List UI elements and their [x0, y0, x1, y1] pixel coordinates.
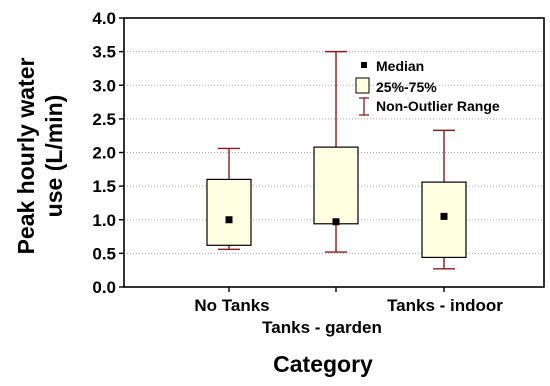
- category-label-tanks-garden: Tanks - garden: [262, 318, 382, 337]
- y-tick-label: 4.0: [92, 9, 116, 28]
- plot-area-frame: [123, 17, 545, 288]
- box-group: [421, 129, 467, 270]
- y-tick-label: 3.0: [92, 76, 116, 95]
- legend: Median 25%-75% Non-Outlier Range: [355, 58, 500, 116]
- y-tick-label: 2.0: [92, 144, 116, 163]
- y-tick-label: 0.0: [92, 278, 116, 297]
- legend-whisker-symbol: [359, 97, 369, 116]
- category-label-tanks-indoor: Tanks - indoor: [387, 296, 503, 315]
- y-axis-title: Peak hourly water use (L/min): [13, 58, 67, 255]
- legend-median-label: Median: [376, 58, 424, 74]
- iqr-box: [313, 146, 359, 225]
- legend-median-marker: [361, 62, 367, 68]
- x-axis-title: Category: [273, 351, 373, 377]
- y-tick-label: 2.5: [92, 110, 116, 129]
- y-axis-title-line-2: use (L/min): [41, 95, 67, 218]
- y-tick-label: 3.5: [92, 43, 116, 62]
- y-axis-title-line-1: Peak hourly water: [13, 58, 39, 255]
- box-group: [206, 147, 252, 251]
- y-tick-label: 1.0: [92, 211, 116, 230]
- category-label-no-tanks: No Tanks: [194, 296, 269, 315]
- iqr-box: [206, 178, 252, 246]
- legend-box-label: 25%-75%: [376, 79, 437, 95]
- y-tick-labels: 0.0 0.5 1.0 1.5 2.0 2.5 3.0 3.5 4.0: [92, 9, 124, 297]
- median-marker: [440, 212, 448, 220]
- median-marker: [332, 218, 340, 226]
- x-tick-marks: [228, 287, 445, 292]
- median-marker: [225, 216, 233, 224]
- box-series: [206, 50, 467, 270]
- box-group: [313, 50, 359, 253]
- legend-box-swatch: [355, 77, 370, 94]
- legend-whisker-label: Non-Outlier Range: [376, 98, 500, 114]
- y-tick-label: 0.5: [92, 244, 116, 263]
- y-tick-label: 1.5: [92, 177, 116, 196]
